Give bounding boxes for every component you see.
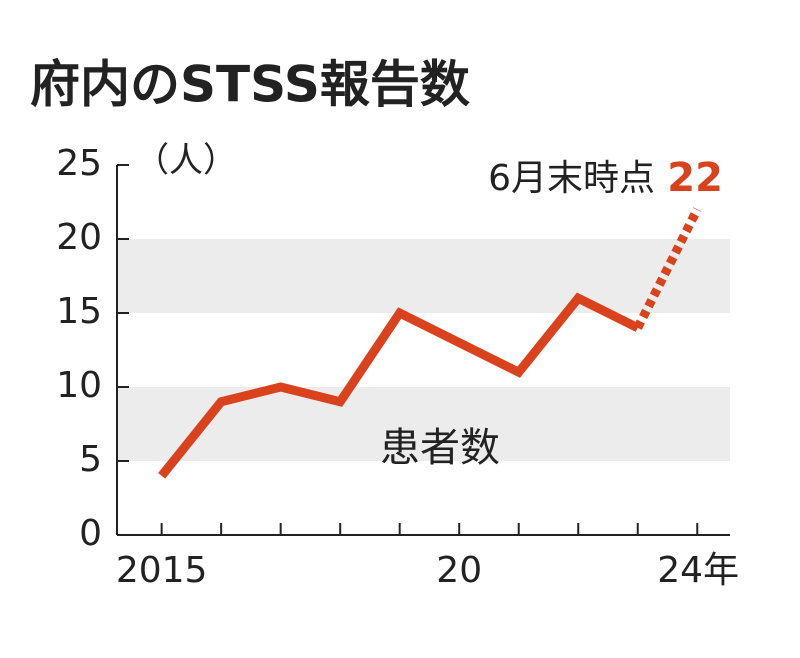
x-tick-label: 20 [436,550,482,591]
y-tick-label: 25 [56,143,102,184]
x-tick-label: 24年 [657,550,739,591]
series-label: 患者数 [380,425,500,471]
value-label: 22 [667,155,723,201]
chart-title: 府内のSTSS報告数 [30,56,470,114]
y-tick-label: 5 [79,439,102,480]
line-projection [633,207,702,330]
y-tick-label: 10 [56,365,102,406]
y-tick-label: 15 [56,291,102,332]
x-tick-label: 2015 [116,550,208,591]
line [158,292,640,479]
y-tick-label: 0 [79,513,102,554]
y-tick-label: 20 [56,217,102,258]
grid-band [117,239,730,313]
y-axis-label: （人） [135,141,237,181]
annotation: 6月末時点 [488,158,655,199]
